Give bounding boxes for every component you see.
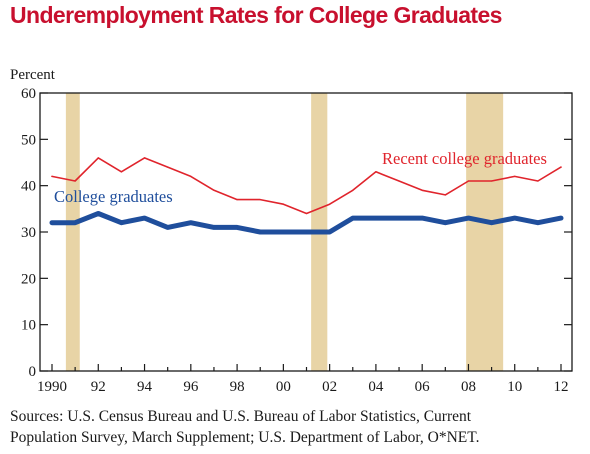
data-point [282, 203, 284, 205]
data-point [213, 189, 215, 191]
series-label: College graduates [54, 187, 173, 206]
x-tick-label: 10 [507, 379, 522, 395]
data-point [259, 231, 261, 233]
data-point [398, 180, 400, 182]
data-point [120, 222, 123, 224]
recession-band-3 [466, 93, 504, 371]
x-tick-label: 1990 [37, 379, 67, 395]
y-tick-label: 40 [21, 179, 36, 195]
chart-labels: 0 10 20 30 40 50 60 Percent 1990 92 94 96 98 00 02 04 06… [10, 67, 569, 395]
recession-bands [65, 93, 504, 371]
data-point [190, 175, 192, 177]
x-tick-label: 98 [230, 379, 245, 395]
chart-series [49, 157, 564, 235]
data-point [305, 212, 308, 215]
data-point [51, 222, 53, 224]
source-note-line-1: Sources: U.S. Census Bureau and U.S. Bur… [10, 408, 472, 425]
y-tick-label: 30 [21, 225, 36, 241]
y-axis-label: Percent [10, 67, 56, 83]
chart-title: Underemployment Rates for College Gradua… [10, 2, 502, 28]
x-tick-label: 00 [276, 379, 291, 395]
data-point [490, 222, 493, 224]
data-point [97, 157, 99, 159]
data-point [490, 180, 493, 182]
data-point [167, 166, 169, 168]
data-point [421, 217, 423, 219]
x-tick-label: 04 [368, 379, 384, 395]
data-point [537, 222, 539, 224]
data-point [167, 226, 169, 228]
x-tick-label: 96 [183, 379, 199, 395]
data-point [213, 226, 215, 228]
data-point [51, 175, 53, 177]
x-tick-label: 08 [461, 379, 476, 395]
source-note-line-2: Population Survey, March Supplement; U.S… [10, 429, 480, 446]
x-tick-label: 06 [415, 379, 431, 395]
y-tick-label: 60 [21, 86, 36, 102]
y-tick-label: 10 [21, 318, 36, 334]
data-point [352, 189, 354, 191]
y-tick-label: 50 [21, 132, 36, 148]
x-tick-label: 02 [322, 379, 337, 395]
data-point [143, 157, 146, 159]
data-point [514, 175, 516, 177]
data-point [421, 189, 423, 191]
data-point [236, 198, 238, 201]
recession-band-1 [65, 93, 80, 371]
data-point [305, 231, 308, 233]
x-tick-label: 92 [91, 379, 106, 395]
data-point [329, 203, 331, 205]
data-point [467, 217, 470, 219]
data-point [120, 171, 123, 173]
data-point [97, 212, 99, 215]
data-point [259, 198, 261, 201]
chart-axes [39, 92, 573, 372]
data-point [514, 217, 516, 219]
data-point [444, 222, 446, 224]
data-point [444, 194, 446, 196]
data-point [537, 180, 539, 182]
x-tick-label: 12 [554, 379, 569, 395]
data-point [375, 217, 377, 219]
data-point [74, 180, 76, 182]
data-point [74, 222, 76, 224]
data-point [352, 217, 354, 219]
series-label: Recent college graduates [382, 149, 547, 168]
data-point [398, 217, 400, 219]
data-point [467, 180, 470, 182]
data-point [143, 217, 146, 219]
data-point [329, 231, 331, 233]
y-tick-label: 0 [29, 364, 37, 380]
data-point [375, 171, 377, 173]
y-tick-label: 20 [21, 271, 36, 287]
data-point [560, 217, 562, 219]
data-point [282, 231, 284, 233]
data-point [190, 222, 192, 224]
data-point [236, 226, 238, 228]
x-tick-label: 94 [137, 379, 153, 395]
data-point [560, 166, 562, 168]
